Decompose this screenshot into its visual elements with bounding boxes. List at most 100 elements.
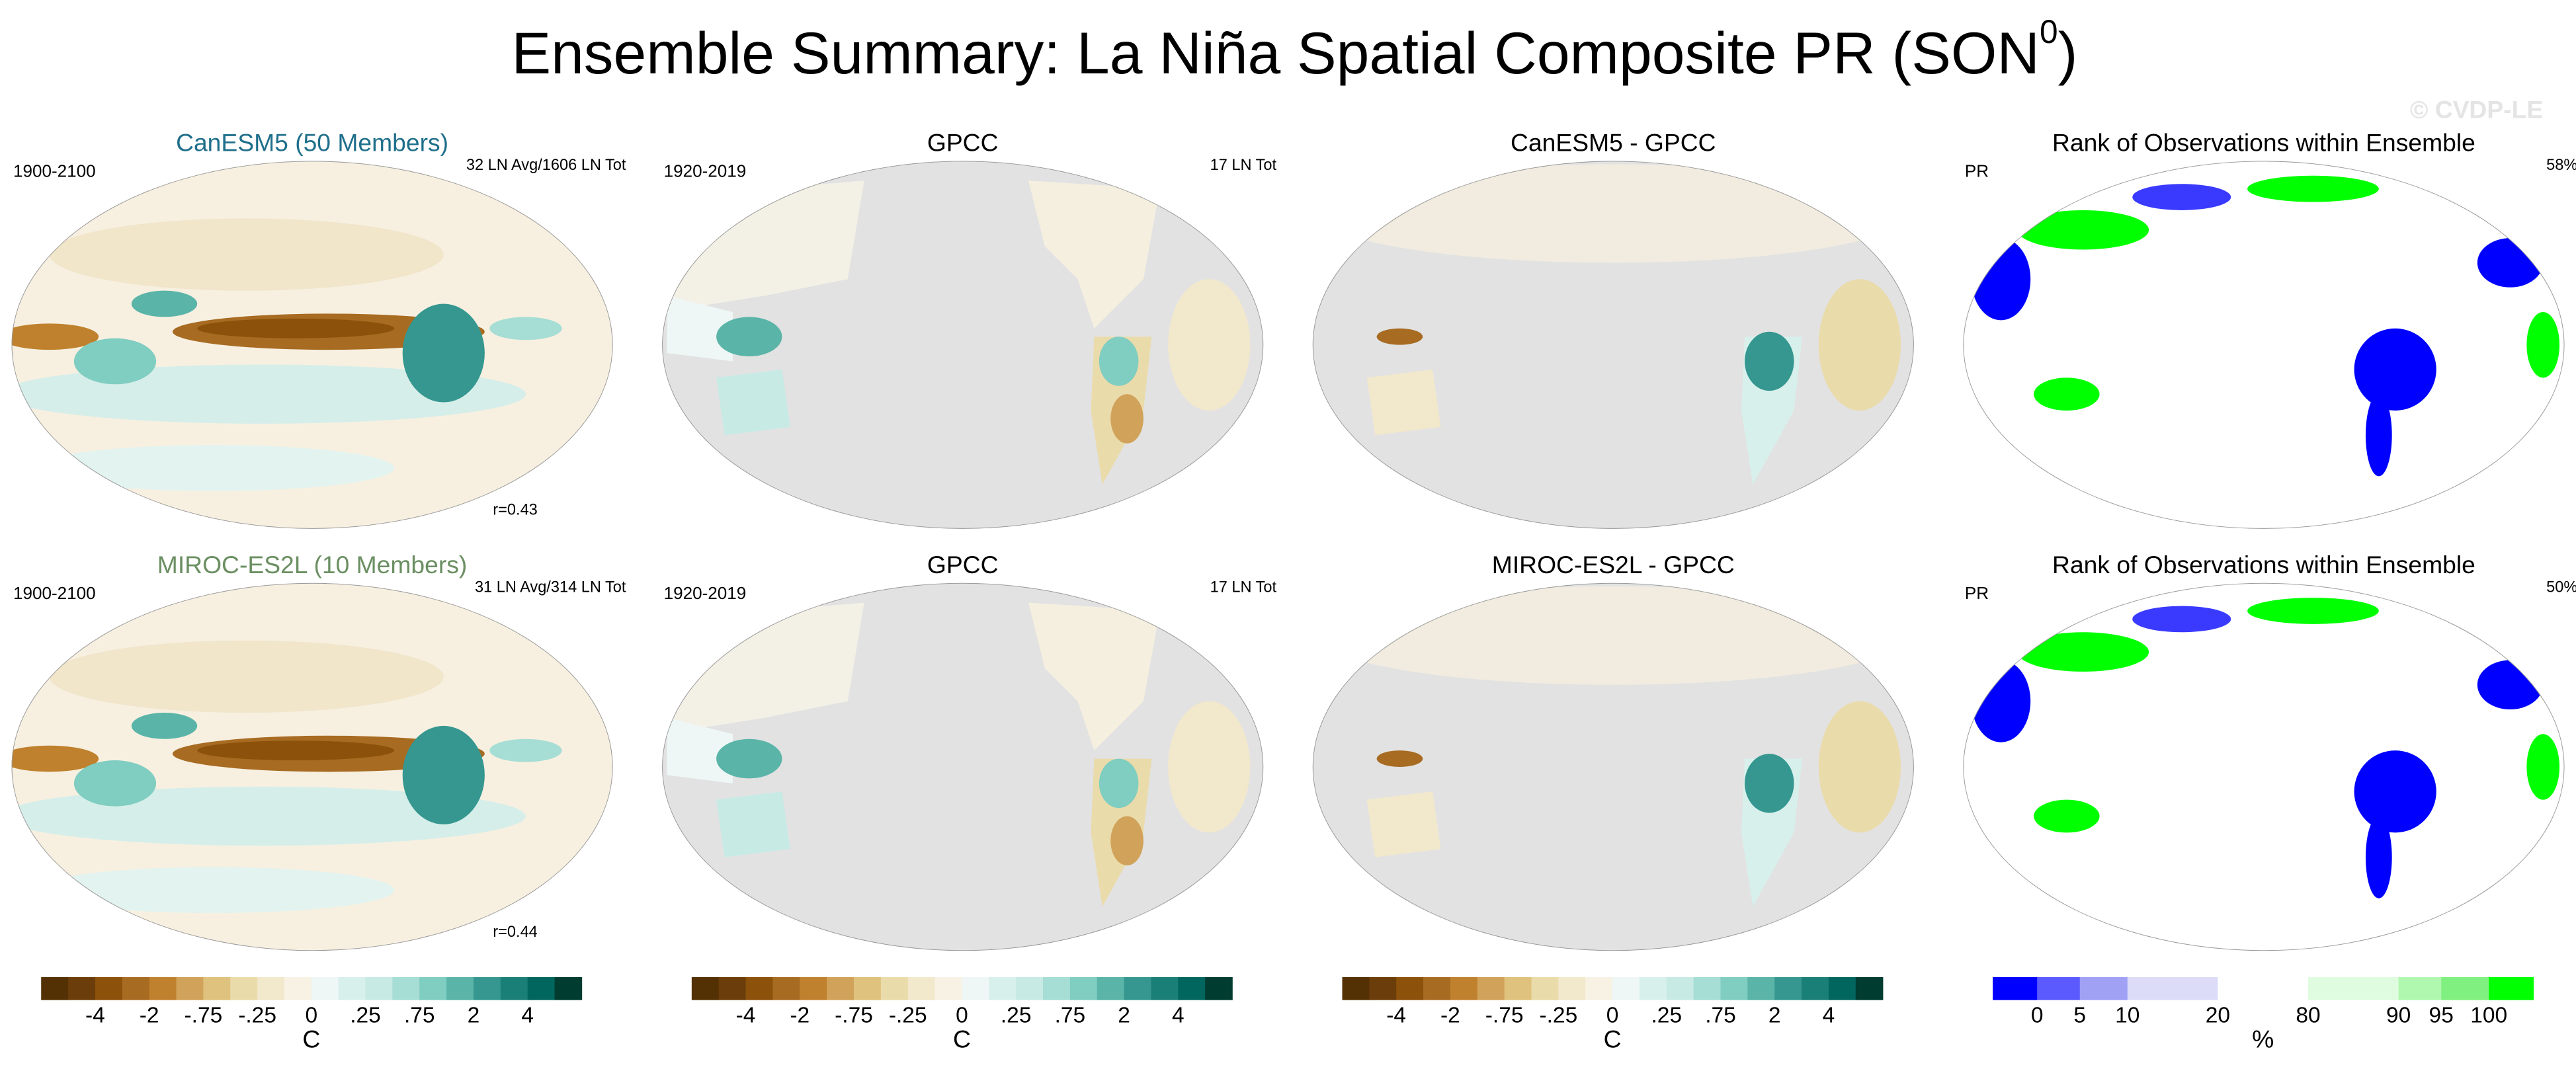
colorbar-cell [1097,976,1125,1000]
colorbar-cell [907,976,936,1000]
colorbar-cell [745,976,774,1000]
count-label: 58% [2546,156,2576,173]
colorbar-cell [122,976,150,1000]
period-label: PR [1965,161,1989,181]
colorbar-cell [203,976,231,1000]
figure-title: Ensemble Summary: La Niña Spatial Compos… [511,13,2077,85]
colorbar-cell [365,976,394,1000]
map [0,161,612,528]
colorbar-tick-label: .25 [350,1003,381,1027]
colorbar-tick-label: -4 [1386,1003,1406,1027]
map [0,583,612,951]
panel-title: Rank of Observations within Ensemble [2052,551,2475,578]
colorbar-cell [419,976,447,1000]
colorbar-cell [176,976,204,1000]
colorbar-cell [1747,976,1775,1000]
colorbar-cell [827,976,854,1000]
colorbar-cell [1016,976,1044,1000]
panel-title: MIROC-ES2L - GPCC [1492,551,1735,578]
colorbar-cell [1558,976,1586,1000]
colorbar-cell [1639,976,1667,1000]
colorbar-cell [1178,976,1206,1000]
panel-title: CanESM5 (50 Members) [176,128,448,156]
colorbar-cell [880,976,909,1000]
colorbar-unit: C [1604,1025,1622,1053]
colorbar-cell [311,976,339,1000]
colorbar-tick-label: -.25 [238,1003,276,1027]
colorbar-cell [257,976,285,1000]
colorbar-tick-label: 4 [1823,1003,1835,1027]
colorbar-cell [338,976,366,1000]
colorbar-cell [1774,976,1802,1000]
map [1963,161,2564,528]
colorbar-tick-label: -.75 [1485,1003,1524,1027]
colorbar-cell [1828,976,1856,1000]
colorbar-tick-label: .25 [1001,1003,1032,1027]
colorbar-cell [1477,976,1505,1000]
colorbar-cell [2079,976,2128,1000]
colorbar-cell [554,976,583,1000]
colorbar-cell [2037,976,2081,1000]
colorbar-cell [989,976,1017,1000]
colorbar-cell [95,976,123,1000]
title-text: Ensemble Summary: La Niña Spatial Compos… [511,20,2040,86]
colorbar-cell [1802,976,1829,1000]
colorbar-cell [2441,976,2489,1000]
colorbar-cell [68,976,96,1000]
period-label: 1900-2100 [13,161,96,181]
colorbar-cell [1342,976,1370,1000]
colorbar-tick-label: 0 [956,1003,968,1027]
title-superscript: 0 [2040,13,2058,50]
colorbar-cell [1693,976,1722,1000]
colorbar-tick-label: 20 [2206,1003,2230,1027]
count-label: 17 LN Tot [1210,578,1277,595]
colorbar-tick-label: 0 [2031,1003,2044,1027]
panel-title: Rank of Observations within Ensemble [2052,128,2475,156]
correlation-label: r=0.43 [493,501,538,518]
colorbar-tick-label: 0 [305,1003,317,1027]
colorbar-cell [935,976,963,1000]
colorbar-tick-label: 80 [2296,1003,2320,1027]
colorbar-tick-label: -.25 [889,1003,927,1027]
colorbar-tick-label: -.75 [184,1003,222,1027]
colorbar-cell [1531,976,1559,1000]
colorbar-cell [446,976,474,1000]
colorbar-cell [1205,976,1233,1000]
map [662,161,1263,528]
colorbar-tick-label: 10 [2115,1003,2140,1027]
colorbar-cell [2308,976,2399,1000]
colorbar-cell [392,976,421,1000]
colorbar-unit: C [953,1025,971,1053]
correlation-label: r=0.44 [493,923,538,940]
colorbar-tick-label: -2 [140,1003,159,1027]
count-label: 32 LN Avg/1606 LN Tot [466,156,626,173]
period-label: PR [1965,583,1989,603]
colorbar-tick-label: .25 [1651,1003,1682,1027]
colorbar-cell [1720,976,1749,1000]
title-closing: ) [2058,20,2078,86]
period-label: 1920-2019 [664,161,747,181]
colorbar-cell [1855,976,1884,1000]
period-label: 1900-2100 [13,583,96,603]
colorbar-tick-label: .75 [1055,1003,1086,1027]
colorbar-cell [2398,976,2442,1000]
panel-title: MIROC-ES2L (10 Members) [157,551,467,578]
colorbar-unit: C [302,1025,320,1053]
colorbar-cell [1666,976,1694,1000]
colorbar-cell [962,976,990,1000]
colorbar-cell [284,976,312,1000]
colorbar-cell [1396,976,1424,1000]
colorbar-cell [718,976,747,1000]
colorbar-cell [1993,976,2038,1000]
colorbar-tick-label: -2 [790,1003,810,1027]
colorbar-cell [800,976,827,1000]
map [1313,583,1914,951]
count-label: 17 LN Tot [1210,156,1277,173]
map [1313,161,1914,528]
colorbar-cell [1369,976,1397,1000]
colorbar-tick-label: .75 [404,1003,435,1027]
colorbar-cell [772,976,801,1000]
